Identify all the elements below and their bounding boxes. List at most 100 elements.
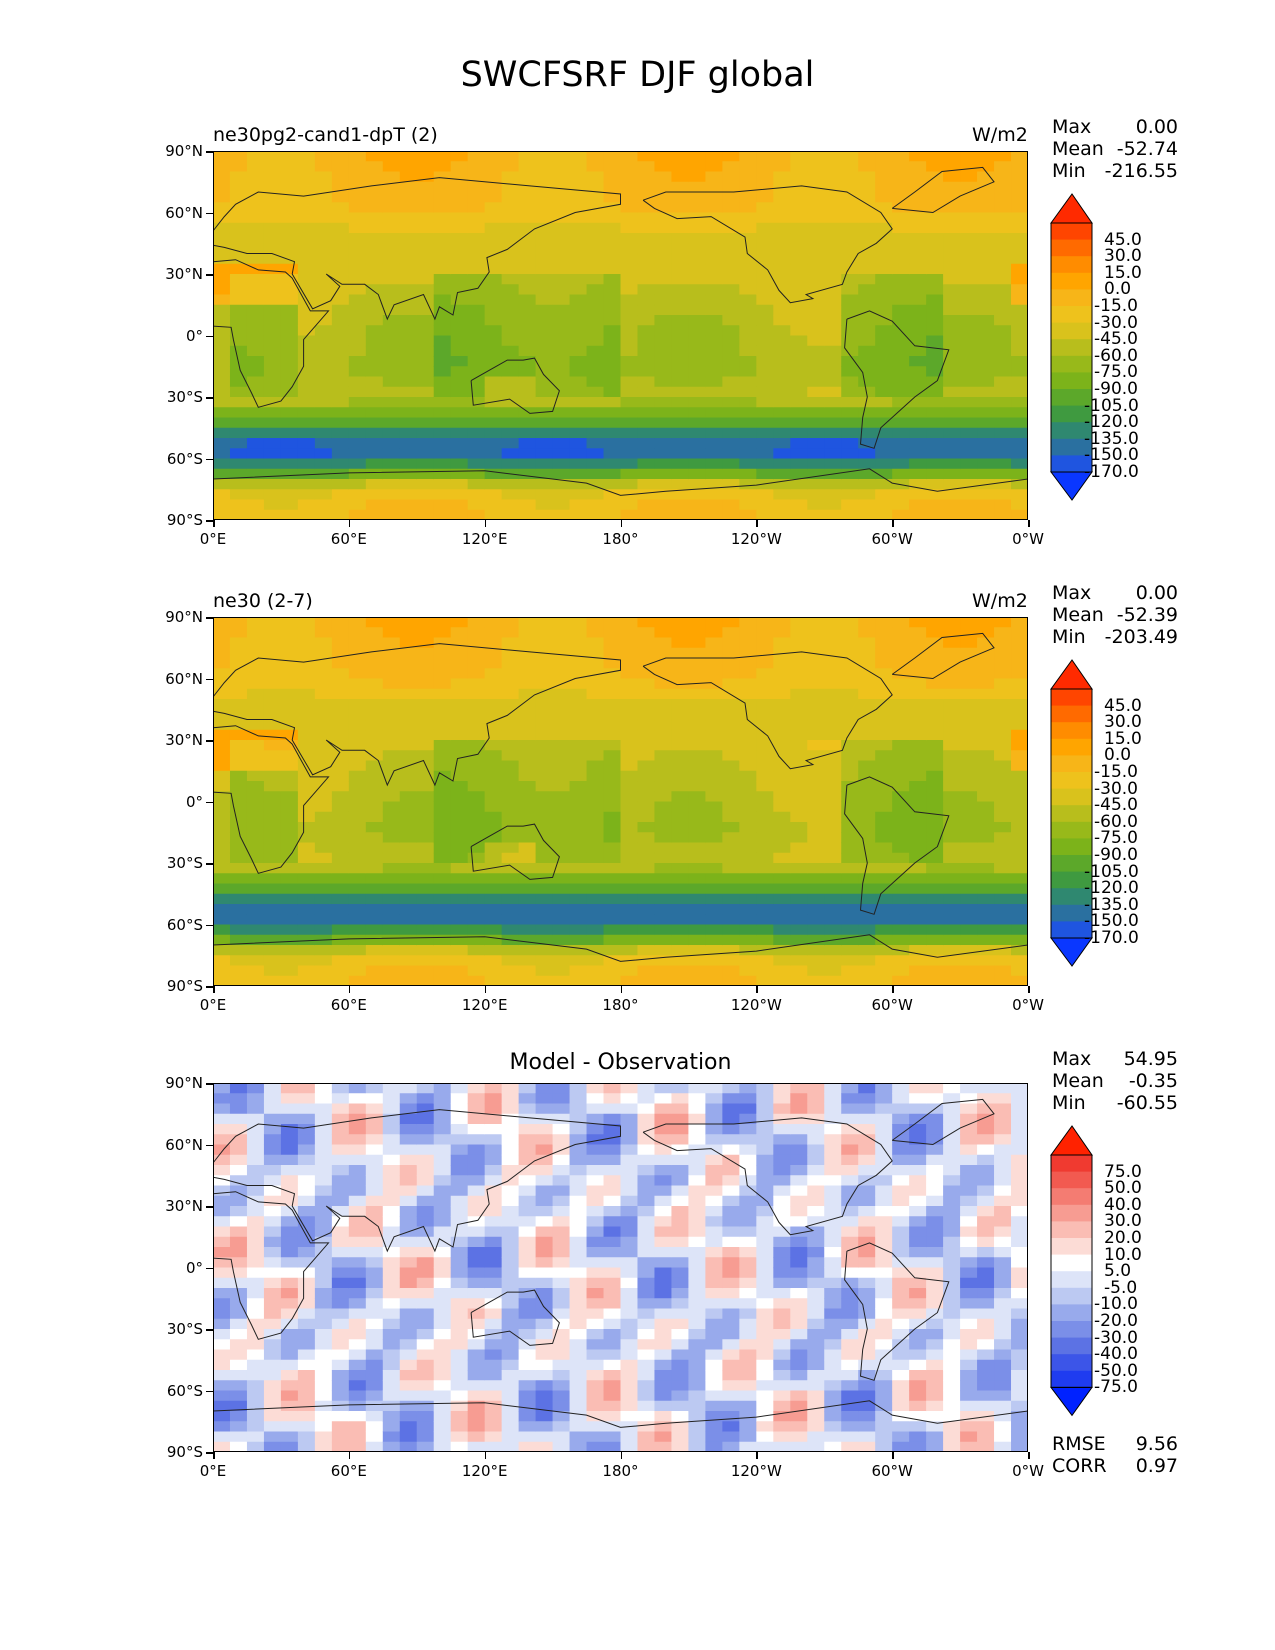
field-cell bbox=[213, 489, 231, 501]
field-cell bbox=[773, 842, 791, 854]
field-cell bbox=[671, 1124, 690, 1135]
field-cell bbox=[705, 852, 723, 864]
field-cell bbox=[824, 740, 842, 751]
field-cell bbox=[807, 924, 825, 936]
field-cell bbox=[331, 1400, 350, 1412]
field-cell bbox=[263, 617, 282, 628]
field-cell bbox=[705, 1359, 723, 1371]
field-cell bbox=[722, 1124, 740, 1135]
field-cell bbox=[603, 1390, 622, 1402]
field-cell bbox=[654, 479, 673, 490]
field-cell bbox=[705, 760, 723, 772]
field-cell bbox=[722, 883, 740, 895]
field-cell bbox=[739, 294, 757, 306]
field-cell bbox=[977, 719, 995, 731]
field-cell bbox=[824, 1124, 842, 1135]
field-cell bbox=[756, 1206, 774, 1217]
field-cell bbox=[824, 975, 842, 986]
field-cell bbox=[977, 760, 995, 772]
field-cell bbox=[280, 965, 299, 977]
stat-name: Max bbox=[1052, 1048, 1092, 1070]
field-cell bbox=[943, 924, 961, 936]
field-cell bbox=[637, 274, 656, 285]
field-cell bbox=[756, 1431, 774, 1443]
field-cell bbox=[909, 945, 927, 956]
field-cell bbox=[824, 842, 842, 854]
field-cell bbox=[552, 1349, 571, 1361]
field-cell bbox=[773, 468, 791, 480]
field-cell bbox=[909, 212, 927, 224]
field-cell bbox=[960, 832, 978, 844]
field-cell bbox=[637, 397, 656, 408]
field-cell bbox=[841, 914, 859, 926]
field-cell bbox=[348, 1113, 367, 1125]
field-cell bbox=[705, 791, 723, 803]
colorbar-top-arrow bbox=[1050, 193, 1093, 224]
field-cell bbox=[263, 893, 282, 905]
field-cell bbox=[943, 386, 961, 398]
field-cell bbox=[603, 489, 622, 501]
field-cell bbox=[892, 151, 910, 162]
field-cell bbox=[552, 975, 571, 986]
field-cell bbox=[841, 1165, 859, 1176]
field-cell bbox=[688, 729, 706, 741]
field-cell bbox=[892, 212, 910, 224]
field-cell bbox=[586, 945, 605, 956]
field-cell bbox=[229, 1329, 248, 1340]
field-cell bbox=[603, 335, 622, 347]
field-cell bbox=[569, 448, 588, 460]
field-cell bbox=[824, 366, 842, 378]
field-cell bbox=[280, 1308, 299, 1320]
field-cell bbox=[569, 1349, 588, 1361]
field-cell bbox=[739, 658, 757, 669]
colorbar-band bbox=[1051, 306, 1092, 324]
field-cell bbox=[246, 1103, 265, 1115]
field-cell bbox=[246, 345, 265, 357]
field-cell bbox=[722, 791, 740, 803]
field-cell bbox=[654, 1308, 673, 1320]
field-cell bbox=[671, 161, 690, 173]
field-cell bbox=[994, 729, 1012, 741]
field-cell bbox=[671, 376, 690, 388]
field-cell bbox=[654, 934, 673, 946]
field-cell bbox=[841, 863, 859, 874]
field-cell bbox=[977, 781, 995, 792]
field-cell bbox=[382, 284, 401, 296]
field-cell bbox=[790, 965, 808, 977]
field-cell bbox=[382, 1195, 401, 1207]
field-cell bbox=[382, 1308, 401, 1320]
field-cell bbox=[450, 1144, 469, 1156]
x-tick-mark bbox=[484, 520, 487, 527]
field-cell bbox=[977, 356, 995, 367]
field-cell bbox=[705, 904, 723, 915]
field-cell bbox=[518, 1165, 537, 1176]
field-cell bbox=[994, 955, 1012, 967]
field-cell bbox=[773, 438, 791, 449]
field-cell bbox=[535, 709, 554, 721]
field-cell bbox=[875, 499, 893, 511]
field-cell bbox=[280, 417, 299, 429]
field-cell bbox=[314, 315, 333, 326]
field-cell bbox=[348, 770, 367, 782]
field-cell bbox=[960, 719, 978, 731]
field-cell bbox=[314, 1329, 333, 1340]
field-cell bbox=[688, 709, 706, 721]
field-cell bbox=[620, 781, 639, 792]
field-cell bbox=[790, 192, 808, 203]
field-cell bbox=[518, 1308, 537, 1320]
field-cell bbox=[603, 791, 622, 803]
field-cell bbox=[348, 719, 367, 731]
field-cell bbox=[994, 842, 1012, 854]
field-cell bbox=[637, 678, 656, 690]
field-cell bbox=[535, 356, 554, 367]
field-cell bbox=[722, 1298, 740, 1310]
field-cell bbox=[637, 1277, 656, 1289]
field-cell bbox=[1011, 750, 1028, 762]
field-cell bbox=[739, 243, 757, 255]
field-cell bbox=[229, 699, 248, 710]
field-cell bbox=[654, 181, 673, 193]
field-cell bbox=[586, 617, 605, 628]
field-cell bbox=[450, 801, 469, 813]
field-cell bbox=[280, 1165, 299, 1176]
field-cell bbox=[331, 284, 350, 296]
